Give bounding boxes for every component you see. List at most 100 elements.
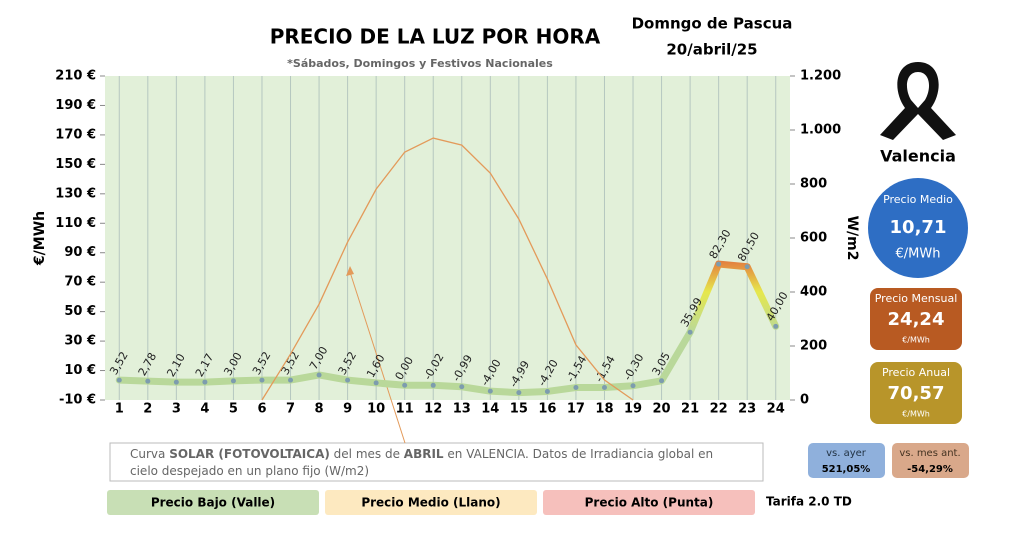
x-tick-label: 15 — [510, 402, 528, 417]
medio-label: Precio Medio — [883, 193, 953, 206]
price-marker — [773, 323, 779, 329]
price-marker — [288, 377, 294, 383]
y-axis-label: €/MWh — [32, 211, 48, 266]
y-tick-label: 210 € — [55, 69, 96, 84]
x-tick-label: 6 — [257, 402, 266, 417]
x-tick-label: 22 — [710, 402, 728, 417]
ribbon-icon — [880, 62, 956, 140]
x-tick-label: 8 — [315, 402, 324, 417]
x-tick-label: 20 — [653, 402, 671, 417]
x-tick-label: 5 — [229, 402, 238, 417]
y2-tick-label: 600 — [800, 231, 827, 246]
subtitle: *Sábados, Domingos y Festivos Nacionales — [287, 57, 553, 70]
note-text-2: cielo despejado en un plano fijo (W/m2) — [130, 464, 369, 478]
y-tick-label: 70 € — [64, 275, 96, 290]
y2-tick-label: 800 — [800, 177, 827, 192]
legend-label: Precio Medio (Llano) — [361, 496, 500, 510]
ayer-value: 521,05% — [822, 464, 871, 475]
y2-tick-label: 1.000 — [800, 123, 841, 138]
x-tick-label: 13 — [453, 402, 471, 417]
price-marker — [373, 380, 379, 386]
mensual-unit: €/MWh — [902, 336, 930, 345]
price-marker — [345, 377, 351, 383]
x-tick-label: 17 — [567, 402, 585, 417]
mensual-badge — [870, 288, 962, 350]
x-tick-label: 4 — [200, 402, 209, 417]
x-tick-label: 19 — [624, 402, 642, 417]
x-tick-label: 10 — [367, 402, 385, 417]
ayer-badge — [808, 443, 885, 478]
x-tick-label: 24 — [767, 402, 785, 417]
y2-tick-label: 1.200 — [800, 69, 841, 84]
x-tick-label: 14 — [481, 402, 499, 417]
y-tick-label: 150 € — [55, 157, 96, 172]
price-marker — [687, 329, 693, 335]
anual-value: 70,57 — [888, 383, 945, 404]
date: 20/abril/25 — [666, 41, 757, 59]
anual-badge — [870, 362, 962, 424]
note-text: Curva SOLAR (FOTOVOLTAICA) del mes de AB… — [130, 447, 713, 461]
legend-label: Precio Alto (Punta) — [585, 496, 714, 510]
price-marker — [459, 384, 465, 390]
price-marker — [316, 372, 322, 378]
price-marker — [145, 378, 151, 384]
y-tick-label: 10 € — [64, 363, 96, 378]
legend-band — [107, 490, 319, 515]
mes-value: -54,29% — [907, 464, 953, 475]
price-marker — [402, 382, 408, 388]
x-tick-label: 2 — [143, 402, 152, 417]
chart-title: PRECIO DE LA LUZ POR HORA — [270, 25, 601, 49]
tarifa: Tarifa 2.0 TD — [766, 495, 852, 509]
solar-line — [261, 137, 634, 401]
price-marker — [116, 377, 122, 383]
price-marker — [659, 378, 665, 384]
medio-value: 10,71 — [890, 217, 947, 238]
price-marker — [430, 382, 436, 388]
price-marker — [630, 383, 636, 389]
price-marker — [601, 385, 607, 391]
note-arrowhead — [346, 266, 354, 276]
price-marker — [573, 385, 579, 391]
x-tick-label: 3 — [172, 402, 181, 417]
mensual-label: Precio Mensual — [875, 292, 958, 305]
mes-badge — [892, 443, 969, 478]
plot-area — [105, 76, 790, 400]
x-tick-label: 7 — [286, 402, 295, 417]
y2-tick-label: 200 — [800, 339, 827, 354]
city: Valencia — [880, 147, 956, 166]
legend-band — [325, 490, 537, 515]
price-marker — [230, 378, 236, 384]
y-tick-label: 130 € — [55, 186, 96, 201]
note-box — [109, 442, 764, 482]
price-marker — [202, 379, 208, 385]
price-marker — [487, 388, 493, 394]
price-marker — [259, 377, 265, 383]
y-tick-label: 50 € — [64, 304, 96, 319]
day: Domngo de Pascua — [632, 15, 793, 33]
y-tick-label: -10 € — [59, 393, 96, 408]
y2-axis-label: W/m2 — [844, 216, 860, 261]
legend-band — [543, 490, 755, 515]
y-tick-label: 110 € — [55, 216, 96, 231]
note-arrow — [349, 271, 406, 444]
x-tick-label: 23 — [738, 402, 756, 417]
x-tick-label: 16 — [538, 402, 556, 417]
price-marker — [716, 261, 722, 267]
x-tick-label: 11 — [396, 402, 414, 417]
x-tick-label: 1 — [115, 402, 124, 417]
y-tick-label: 30 € — [64, 334, 96, 349]
price-line — [115, 260, 780, 397]
medio-unit: €/MWh — [896, 247, 941, 262]
price-marker — [516, 390, 522, 396]
anual-unit: €/MWh — [902, 410, 930, 419]
medio-badge — [868, 178, 968, 278]
mensual-value: 24,24 — [888, 309, 945, 330]
legend-label: Precio Bajo (Valle) — [151, 496, 275, 510]
mes-label: vs. mes ant. — [899, 448, 960, 459]
anual-label: Precio Anual — [882, 366, 950, 379]
price-marker — [173, 379, 179, 385]
x-tick-label: 9 — [343, 402, 352, 417]
ayer-label: vs. ayer — [826, 448, 867, 459]
y-tick-label: 170 € — [55, 127, 96, 142]
price-marker — [744, 264, 750, 270]
